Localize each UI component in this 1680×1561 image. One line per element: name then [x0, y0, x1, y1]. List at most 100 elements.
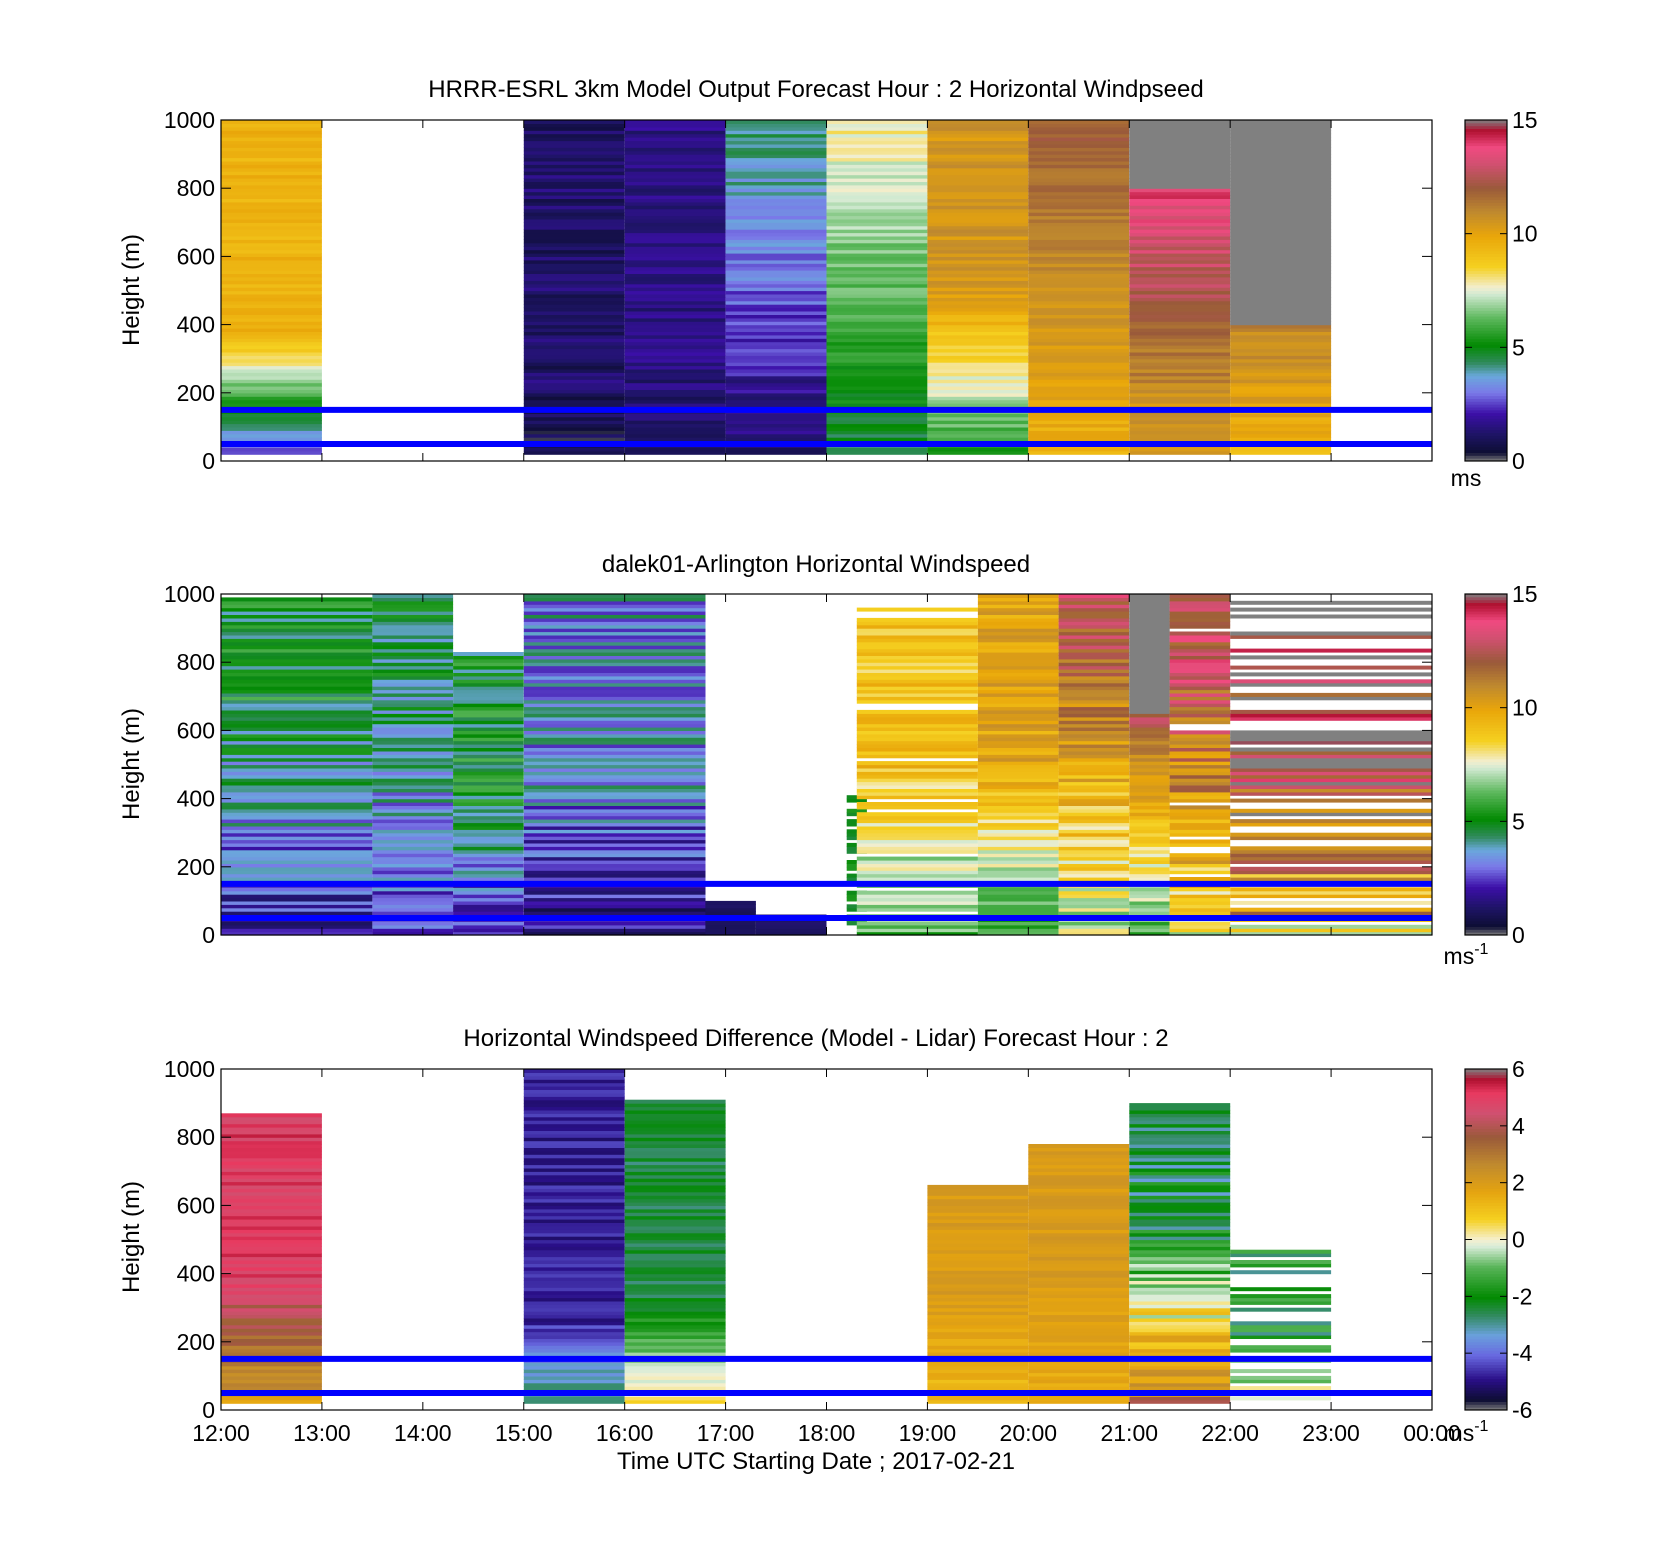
heatmap-cell: [221, 147, 322, 152]
heatmap-cell: [523, 276, 625, 281]
heatmap-cell: [372, 624, 454, 629]
heatmap-cell: [1129, 1242, 1231, 1247]
heatmap-cell: [1129, 791, 1170, 796]
heatmap-cell: [977, 904, 1059, 909]
heatmap-cell: [523, 293, 625, 298]
colorbar-segment: [1465, 662, 1507, 666]
heatmap-cell: [1058, 928, 1130, 933]
heatmap-cell: [523, 774, 706, 779]
heatmap-cell: [221, 1205, 322, 1210]
heatmap-cell: [523, 1147, 625, 1152]
heatmap-cell: [1028, 1297, 1130, 1302]
heatmap-cell: [1129, 805, 1170, 810]
heatmap-cell: [1058, 836, 1130, 841]
heatmap-cell: [372, 846, 454, 851]
heatmap-cell: [1058, 877, 1130, 881]
heatmap-cell: [1129, 389, 1231, 394]
heatmap-cell: [453, 720, 524, 725]
heatmap-cell: [1169, 767, 1231, 772]
heatmap-cell: [221, 1222, 322, 1227]
heatmap-cell: [221, 655, 373, 660]
heatmap-cell: [725, 191, 827, 196]
heatmap-cell: [826, 235, 928, 240]
colorbar-segment: [1465, 878, 1507, 882]
heatmap-cell: [1129, 655, 1170, 660]
heatmap-cell: [221, 403, 322, 407]
heatmap-cell: [624, 1181, 726, 1186]
colorbar-tick-label: -4: [1512, 1340, 1533, 1366]
heatmap-cell: [1058, 894, 1130, 899]
heatmap-cell: [977, 911, 1059, 916]
heatmap-cell: [1058, 740, 1130, 745]
heatmap-cell: [523, 222, 625, 227]
heatmap-cell: [372, 771, 454, 776]
heatmap-cell: [1028, 1266, 1130, 1271]
heatmap-cell: [1129, 679, 1170, 684]
heatmap-cell: [725, 205, 827, 210]
heatmap-cell: [523, 1283, 625, 1288]
heatmap-cell: [1129, 331, 1231, 336]
heatmap-cell: [1169, 897, 1231, 902]
heatmap-cell: [1129, 825, 1170, 830]
heatmap-cell: [372, 849, 454, 854]
heatmap-cell: [725, 399, 827, 404]
heatmap-cell: [624, 1140, 726, 1145]
heatmap-cell: [624, 338, 726, 343]
heatmap-cell: [523, 1396, 625, 1401]
heatmap-cell: [725, 331, 827, 336]
heatmap-cell: [1169, 750, 1231, 755]
colorbar-segment: [1465, 744, 1507, 748]
heatmap-cell: [856, 836, 978, 841]
heatmap-cell: [1230, 788, 1432, 793]
heatmap-cell: [1028, 1307, 1130, 1312]
heatmap-cell: [523, 164, 625, 169]
heatmap-cell: [523, 1311, 625, 1316]
heatmap-cell: [221, 208, 322, 213]
heatmap-cell: [977, 624, 1059, 629]
heatmap-column: [1028, 120, 1130, 455]
colorbar-segment: [1465, 202, 1507, 206]
heatmap-cell: [725, 164, 827, 169]
heatmap-cell: [221, 1150, 322, 1155]
heatmap-cell: [927, 1328, 1029, 1333]
heatmap-cell: [1028, 270, 1130, 274]
colorbar-segment: [1465, 1290, 1507, 1294]
colorbar-segment: [1465, 645, 1507, 649]
heatmap-cell: [1028, 1249, 1130, 1254]
heatmap-cell: [624, 1321, 726, 1326]
heatmap-cell: [725, 167, 827, 172]
colorbar-segment: [1465, 1225, 1507, 1229]
heatmap-cell: [372, 720, 454, 725]
heatmap-cell: [624, 147, 726, 152]
colorbar-segment: [1465, 1296, 1507, 1300]
heatmap-cell: [1028, 287, 1130, 292]
heatmap-cell: [453, 900, 524, 905]
heatmap-cell: [1230, 242, 1332, 247]
heatmap-cell: [1230, 430, 1332, 435]
heatmap-cell: [927, 1253, 1029, 1258]
colorbar-segment: [1465, 809, 1507, 814]
x-tick-label: 13:00: [293, 1420, 351, 1446]
heatmap-cell: [1169, 747, 1231, 752]
heatmap-cell: [624, 1120, 726, 1125]
colorbar-segment: [1465, 341, 1507, 345]
heatmap-cell: [372, 600, 454, 605]
heatmap-cell: [624, 1127, 726, 1131]
colorbar-segment: [1465, 926, 1507, 930]
heatmap-cell: [1129, 713, 1170, 718]
heatmap-cell: [1129, 778, 1170, 783]
heatmap-cell: [755, 924, 827, 929]
colorbar-segment: [1465, 137, 1507, 141]
heatmap-cell: [927, 239, 1029, 244]
heatmap-cell: [523, 1300, 625, 1305]
heatmap-cell: [624, 225, 726, 230]
heatmap-cell: [977, 611, 1059, 615]
heatmap-cell: [221, 1386, 322, 1391]
heatmap-cell: [523, 785, 706, 789]
heatmap-cell: [856, 624, 978, 629]
heatmap-cell: [1230, 160, 1332, 165]
heatmap-cell: [1230, 334, 1332, 339]
colorbar-segment: [1465, 716, 1507, 720]
heatmap-cell: [1129, 1140, 1231, 1145]
heatmap-cell: [1058, 887, 1130, 892]
